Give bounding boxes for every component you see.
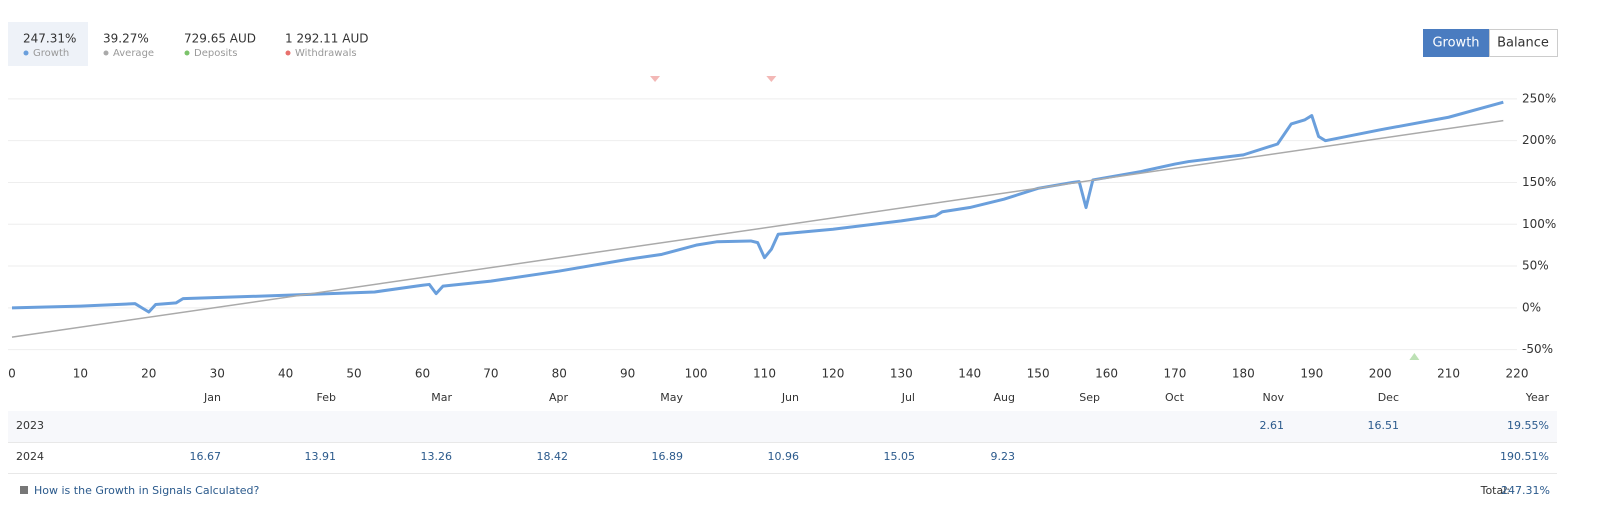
x-tick-label: 150: [1027, 367, 1050, 381]
stat-value: 729.65 AUD: [184, 32, 256, 46]
column-header: Feb: [317, 391, 336, 404]
x-tick-label: 130: [890, 367, 913, 381]
x-tick-label: 210: [1437, 367, 1460, 381]
column-header: Nov: [1263, 391, 1285, 404]
button-label[interactable]: Growth: [1432, 36, 1479, 51]
cell: 2.61: [1260, 419, 1285, 432]
x-tick-label: 220: [1506, 367, 1529, 381]
legend-label: Growth: [33, 48, 69, 59]
cell: 190.51%: [1500, 450, 1549, 463]
y-tick-label: 200%: [1522, 133, 1556, 147]
event-marker: [1409, 353, 1420, 360]
x-tick-label: 30: [210, 367, 225, 381]
cell: 16.51: [1368, 419, 1400, 432]
cell: 16.89: [652, 450, 684, 463]
legend-label: Withdrawals: [295, 48, 357, 59]
link-icon: [20, 486, 28, 494]
cell: 10.96: [768, 450, 800, 463]
y-tick-label: 0%: [1522, 300, 1541, 314]
x-tick-label: 10: [73, 367, 88, 381]
column-header: Jul: [901, 391, 915, 404]
x-tick-label: 0: [8, 367, 16, 381]
row-year: 2023: [16, 419, 44, 432]
cell: 19.55%: [1507, 419, 1549, 432]
total-value: 247.31%: [1501, 484, 1550, 497]
x-tick-label: 140: [958, 367, 981, 381]
column-header: Sep: [1079, 391, 1100, 404]
column-header: May: [660, 391, 683, 404]
x-tick-label: 160: [1095, 367, 1118, 381]
cell: 18.42: [537, 450, 569, 463]
button-balance[interactable]: [1489, 29, 1558, 57]
legend-label: Average: [113, 48, 154, 59]
series-line: [11, 119, 1504, 338]
x-tick-label: 50: [346, 367, 361, 381]
row-year: 2024: [16, 450, 44, 463]
legend-dot: [103, 50, 109, 56]
x-tick-label: 80: [552, 367, 567, 381]
column-header: Aug: [994, 391, 1015, 404]
x-tick-label: 100: [685, 367, 708, 381]
y-tick-label: -50%: [1522, 342, 1553, 356]
button-label[interactable]: Balance: [1497, 36, 1549, 51]
help-link[interactable]: How is the Growth in Signals Calculated?: [34, 484, 260, 497]
x-tick-label: 70: [483, 367, 498, 381]
column-header: Jun: [781, 391, 799, 404]
legend-dot: [184, 50, 190, 56]
column-header: Year: [1525, 391, 1550, 404]
active-stat-bg: [8, 22, 88, 66]
x-tick-label: 60: [415, 367, 430, 381]
total-label: Total:: [1480, 484, 1510, 497]
stat-value: 39.27%: [103, 32, 149, 46]
y-tick-label: 250%: [1522, 91, 1556, 105]
stat-value: 247.31%: [23, 32, 76, 46]
cell: 16.67: [190, 450, 222, 463]
y-tick-label: 150%: [1522, 175, 1556, 189]
x-tick-label: 120: [821, 367, 844, 381]
column-header: Mar: [431, 391, 452, 404]
legend-dot: [23, 50, 29, 56]
cell: 9.23: [991, 450, 1016, 463]
x-tick-label: 20: [141, 367, 156, 381]
stat-value: 1 292.11 AUD: [285, 32, 368, 46]
x-tick-label: 190: [1300, 367, 1323, 381]
cell: 13.91: [305, 450, 337, 463]
legend-label: Deposits: [194, 48, 237, 59]
series-line: [11, 100, 1504, 314]
y-tick-label: 100%: [1522, 217, 1556, 231]
column-header: Jan: [203, 391, 221, 404]
x-tick-label: 170: [1164, 367, 1187, 381]
row-bg: [8, 411, 1557, 442]
cell: 15.05: [884, 450, 916, 463]
x-tick-label: 40: [278, 367, 293, 381]
x-tick-label: 90: [620, 367, 635, 381]
legend-dot: [285, 50, 291, 56]
column-header: Dec: [1378, 391, 1399, 404]
event-marker: [766, 76, 777, 82]
column-header: Oct: [1165, 391, 1185, 404]
cell: 13.26: [421, 450, 453, 463]
column-header: Apr: [549, 391, 569, 404]
y-tick-label: 50%: [1522, 259, 1549, 273]
x-tick-label: 200: [1369, 367, 1392, 381]
button-growth[interactable]: [1423, 29, 1489, 57]
x-tick-label: 110: [753, 367, 776, 381]
event-marker: [650, 76, 661, 82]
x-tick-label: 180: [1232, 367, 1255, 381]
